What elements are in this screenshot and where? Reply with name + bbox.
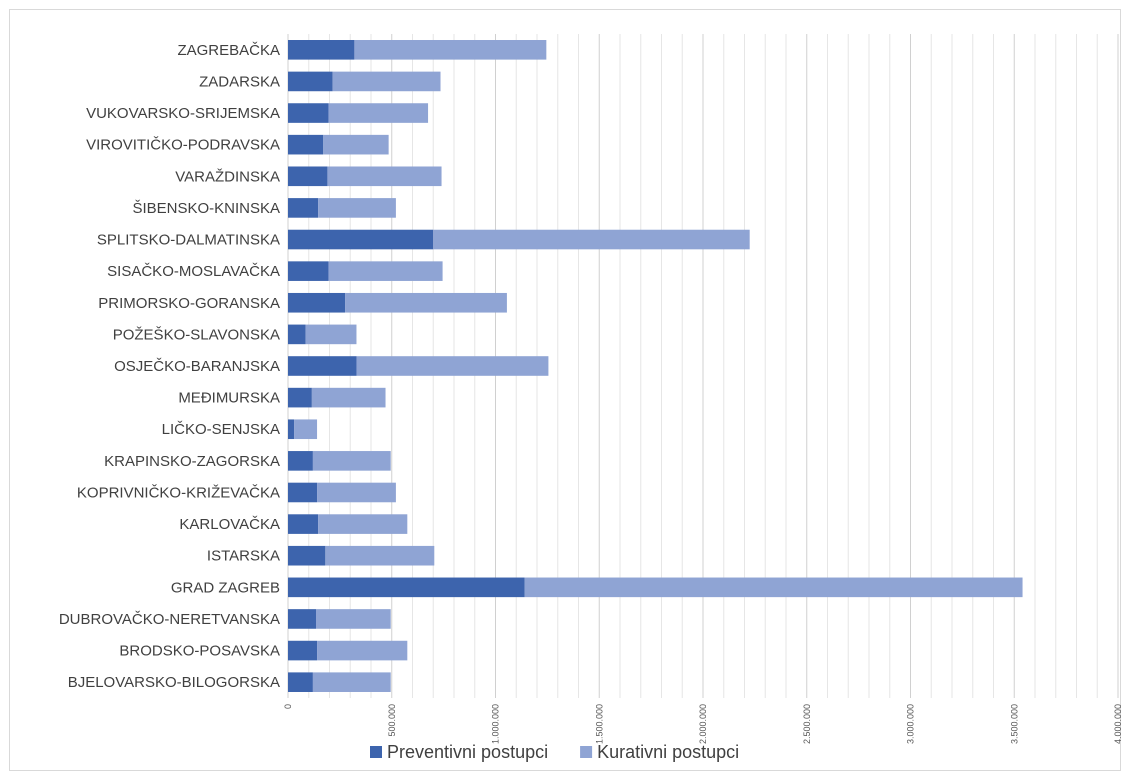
- category-label: MEĐIMURSKA: [178, 390, 280, 407]
- tick-label: 2.000.000: [698, 704, 708, 744]
- bar-preventivni: [288, 40, 355, 60]
- bar-kurativni: [354, 40, 547, 60]
- tick-label: 2.500.000: [802, 704, 812, 744]
- category-label: VARAŽDINSKA: [175, 168, 280, 185]
- bar-kurativni: [317, 640, 408, 661]
- bar-preventivni: [288, 514, 319, 534]
- category-label: VUKOVARSKO-SRIJEMSKA: [86, 105, 280, 122]
- bar-preventivni: [288, 387, 312, 408]
- bar-preventivni: [288, 134, 324, 155]
- bar-kurativni: [312, 451, 391, 471]
- category-label: VIROVITIČKO-PODRAVSKA: [86, 137, 280, 154]
- tick-label: 1.000.000: [491, 704, 501, 744]
- category-label: LIČKO-SENJSKA: [162, 421, 280, 438]
- category-label: DUBROVAČKO-NERETVANSKA: [59, 611, 280, 628]
- bar-preventivni: [288, 292, 346, 313]
- bar-kurativni: [323, 134, 389, 155]
- bar-preventivni: [288, 261, 329, 281]
- bars: [288, 40, 1023, 692]
- category-label: GRAD ZAGREB: [171, 579, 280, 596]
- bar-kurativni: [332, 71, 441, 92]
- bar-kurativni: [433, 229, 750, 250]
- category-label: SISAČKO-MOSLAVAČKA: [107, 263, 280, 280]
- bar-preventivni: [288, 640, 318, 661]
- category-label: ZADARSKA: [199, 73, 280, 90]
- tick-label: 3.500.000: [1009, 704, 1019, 744]
- stacked-bar-chart: ZAGREBAČKA ZADARSKA VUKOVARSKO-SRIJEMSKA VI…: [59, 34, 1122, 762]
- legend-label: Preventivni postupci: [387, 742, 548, 762]
- bar-kurativni: [327, 166, 442, 187]
- bar-preventivni: [288, 71, 333, 92]
- category-label: BRODSKO-POSAVSKA: [119, 643, 280, 660]
- chart-frame: ZAGREBAČKA ZADARSKA VUKOVARSKO-SRIJEMSKA VI…: [9, 9, 1122, 771]
- bar-preventivni: [288, 198, 319, 218]
- category-label: ISTARSKA: [207, 548, 280, 565]
- category-label: KOPRIVNIČKO-KRIŽEVAČKA: [77, 484, 280, 501]
- bar-preventivni: [288, 451, 313, 471]
- legend-swatch: [580, 746, 593, 758]
- tick-label: 4.000.000: [1113, 704, 1122, 744]
- bar-kurativni: [318, 198, 396, 218]
- legend: Preventivni postupci Kurativni postupci: [370, 742, 739, 762]
- bar-kurativni: [316, 609, 391, 629]
- bar-kurativni: [524, 577, 1023, 598]
- bar-kurativni: [317, 482, 396, 503]
- bar-preventivni: [288, 103, 329, 123]
- bar-kurativni: [305, 324, 357, 345]
- category-label: OSJEČKO-BARANJSKA: [114, 358, 280, 375]
- tick-label: 1.500.000: [594, 704, 604, 744]
- category-label: ZAGREBAČKA: [177, 42, 280, 59]
- category-label: ŠIBENSKO-KNINSKA: [132, 200, 280, 217]
- category-label: KRAPINSKO-ZAGORSKA: [104, 453, 280, 470]
- bar-preventivni: [288, 609, 317, 629]
- bar-kurativni: [356, 356, 549, 376]
- bar-kurativni: [294, 419, 318, 440]
- bar-preventivni: [288, 229, 434, 250]
- bar-kurativni: [328, 103, 429, 123]
- bar-kurativni: [312, 672, 391, 692]
- category-label: POŽEŠKO-SLAVONSKA: [113, 326, 280, 343]
- bar-preventivni: [288, 672, 313, 692]
- tick-label: 3.000.000: [906, 704, 916, 744]
- category-label: KARLOVAČKA: [179, 516, 280, 533]
- legend-label: Kurativni postupci: [597, 742, 739, 762]
- category-label: BJELOVARSKO-BILOGORSKA: [68, 674, 280, 691]
- bar-preventivni: [288, 419, 295, 440]
- tick-label: 0: [283, 704, 293, 709]
- bar-kurativni: [345, 292, 507, 313]
- category-labels: ZAGREBAČKA ZADARSKA VUKOVARSKO-SRIJEMSKA VI…: [59, 42, 280, 691]
- bar-preventivni: [288, 324, 306, 345]
- bar-preventivni: [288, 545, 326, 566]
- category-label: SPLITSKO-DALMATINSKA: [97, 232, 280, 249]
- bar-kurativni: [325, 545, 435, 566]
- bar-kurativni: [311, 387, 386, 408]
- tick-labels: 0 500.000 1.000.000 1.500.000 2.000.000 2.500…: [283, 704, 1122, 744]
- bar-kurativni: [318, 514, 408, 534]
- legend-swatch: [370, 746, 382, 758]
- bar-kurativni: [328, 261, 443, 281]
- bar-preventivni: [288, 482, 318, 503]
- tick-label: 500.000: [387, 704, 397, 737]
- bar-preventivni: [288, 577, 525, 598]
- bar-preventivni: [288, 166, 328, 187]
- bar-preventivni: [288, 356, 357, 376]
- category-label: PRIMORSKO-GORANSKA: [98, 295, 280, 312]
